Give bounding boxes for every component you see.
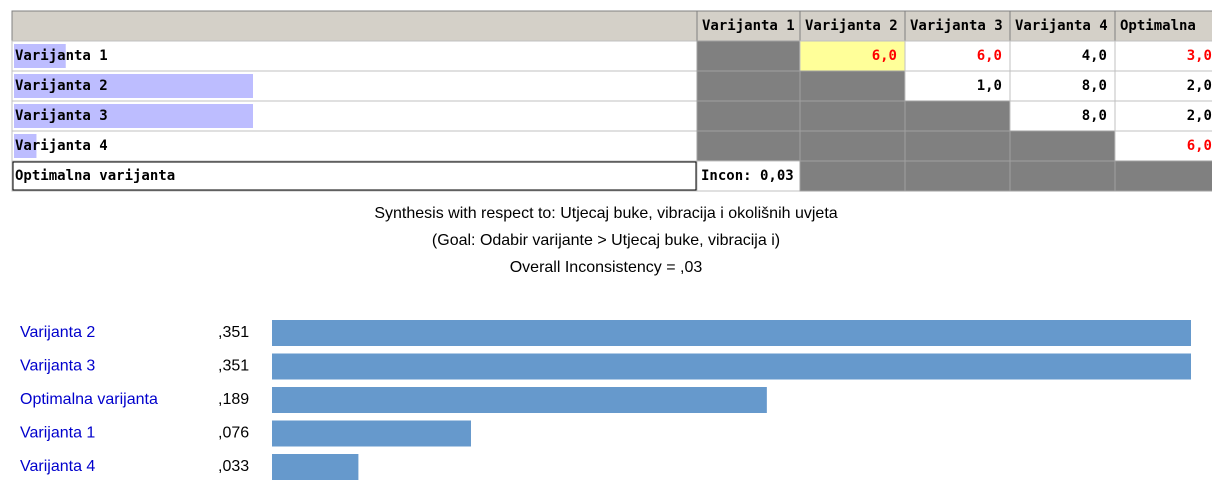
matrix-value[interactable]: 6,0 — [872, 48, 897, 64]
header-cell — [1114, 10, 1212, 42]
header-cell — [1009, 10, 1116, 42]
matrix-value[interactable]: 2,0 — [1187, 78, 1212, 94]
bar — [272, 320, 1191, 346]
matrix-value[interactable]: 8,0 — [1082, 78, 1107, 94]
matrix-cell[interactable] — [1114, 130, 1212, 162]
bar-category: Varijanta 1 — [20, 425, 95, 442]
row-label-cell — [11, 160, 698, 192]
matrix-value[interactable]: Incon: 0,03 — [701, 168, 794, 184]
matrix-cell[interactable] — [696, 160, 801, 192]
bar-value-label: ,189 — [218, 391, 249, 408]
row-label-cell — [11, 40, 698, 72]
matrix-cell[interactable] — [696, 70, 801, 102]
row-label[interactable]: Varijanta 2 — [15, 78, 108, 94]
header-cell — [904, 10, 1011, 42]
row-priority-bar — [14, 74, 253, 98]
header-cell — [696, 10, 801, 42]
bar-category: Optimalna varijanta — [20, 391, 158, 408]
bar — [272, 353, 1191, 380]
matrix-cell[interactable] — [904, 40, 1011, 72]
row-selected — [12, 161, 697, 191]
header-label[interactable]: Varijanta 4 — [1015, 18, 1108, 34]
matrix-cell[interactable] — [1009, 130, 1116, 162]
matrix-cell[interactable] — [1114, 100, 1212, 132]
header-label[interactable]: Varijanta 2 — [805, 18, 898, 34]
matrix-cell[interactable] — [799, 100, 906, 132]
matrix-value[interactable]: 6,0 — [1187, 138, 1212, 154]
matrix-cell[interactable] — [1114, 70, 1212, 102]
bar-category: Varijanta 4 — [20, 458, 95, 475]
bar — [272, 420, 471, 447]
bar-value-label: ,033 — [218, 458, 249, 475]
synthesis-line: Overall Inconsistency = ,03 — [510, 259, 703, 276]
matrix-cell[interactable] — [799, 40, 906, 72]
matrix-value[interactable]: 3,0 — [1187, 48, 1212, 64]
matrix-value[interactable]: 6,0 — [977, 48, 1002, 64]
matrix-cell[interactable] — [904, 100, 1011, 132]
matrix-value[interactable]: 8,0 — [1082, 108, 1107, 124]
matrix-cell[interactable] — [696, 40, 801, 72]
matrix-cell[interactable] — [904, 160, 1011, 192]
bar-value-label: ,351 — [218, 324, 249, 341]
matrix-cell[interactable] — [799, 160, 906, 192]
matrix-cell[interactable] — [904, 130, 1011, 162]
matrix-cell[interactable] — [799, 70, 906, 102]
row-priority-bar — [14, 134, 37, 158]
matrix-cell[interactable] — [1009, 40, 1116, 72]
matrix-value[interactable]: 1,0 — [977, 78, 1002, 94]
header-label[interactable]: Varijanta 1 — [702, 18, 795, 34]
row-label[interactable]: Optimalna varijanta — [15, 168, 175, 184]
row-label[interactable]: Varijanta 1 — [15, 48, 108, 64]
synthesis-line: (Goal: Odabir varijante > Utjecaj buke, … — [432, 232, 780, 249]
matrix-cell[interactable] — [799, 130, 906, 162]
matrix-cell[interactable] — [696, 100, 801, 132]
matrix-cell[interactable] — [1009, 160, 1116, 192]
synthesis-line: Synthesis with respect to: Utjecaj buke,… — [374, 205, 837, 222]
bar-category: Varijanta 3 — [20, 358, 95, 375]
matrix-value[interactable]: 4,0 — [1082, 48, 1107, 64]
matrix-cell[interactable] — [1009, 70, 1116, 102]
row-label[interactable]: Varijanta 3 — [15, 108, 108, 124]
bar-category: Varijanta 2 — [20, 324, 95, 341]
bar-value-label: ,076 — [218, 425, 249, 442]
header-label[interactable]: Optimalna — [1120, 18, 1196, 34]
matrix-cell[interactable] — [696, 130, 801, 162]
matrix-cell[interactable] — [1114, 160, 1212, 192]
matrix-value[interactable]: 2,0 — [1187, 108, 1212, 124]
row-priority-bar — [14, 44, 66, 68]
header-label[interactable]: Varijanta 3 — [910, 18, 1003, 34]
bar-value-label: ,351 — [218, 358, 249, 375]
row-priority-bar — [14, 104, 253, 128]
bar — [272, 387, 767, 413]
row-label[interactable]: Varijanta 4 — [15, 138, 108, 154]
row-label-cell — [11, 130, 698, 162]
bar — [272, 454, 359, 480]
